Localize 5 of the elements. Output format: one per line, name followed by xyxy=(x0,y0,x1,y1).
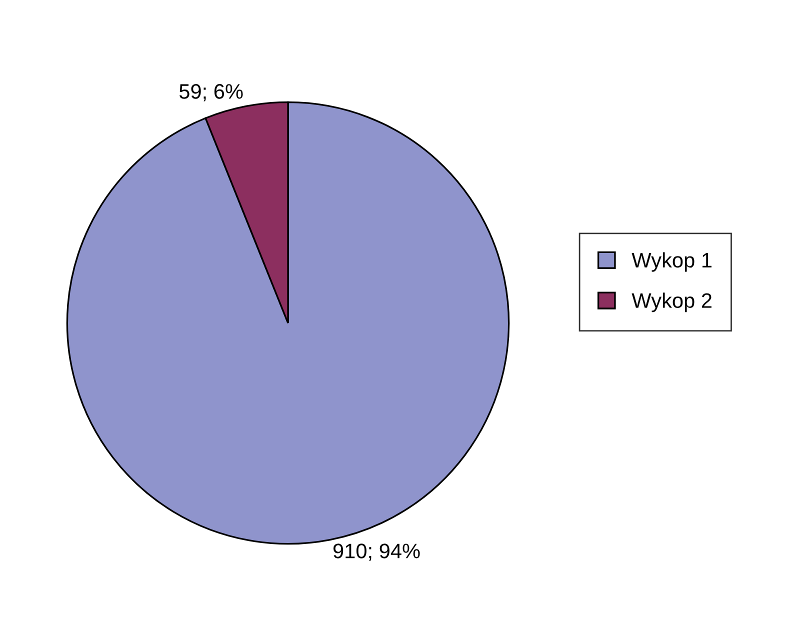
legend-label: Wykop 1 xyxy=(632,252,712,272)
pie-slice xyxy=(66,101,510,545)
data-label: 59; 6% xyxy=(179,84,243,102)
legend-label: Wykop 2 xyxy=(632,292,712,312)
data-label: 910; 94% xyxy=(333,544,420,561)
